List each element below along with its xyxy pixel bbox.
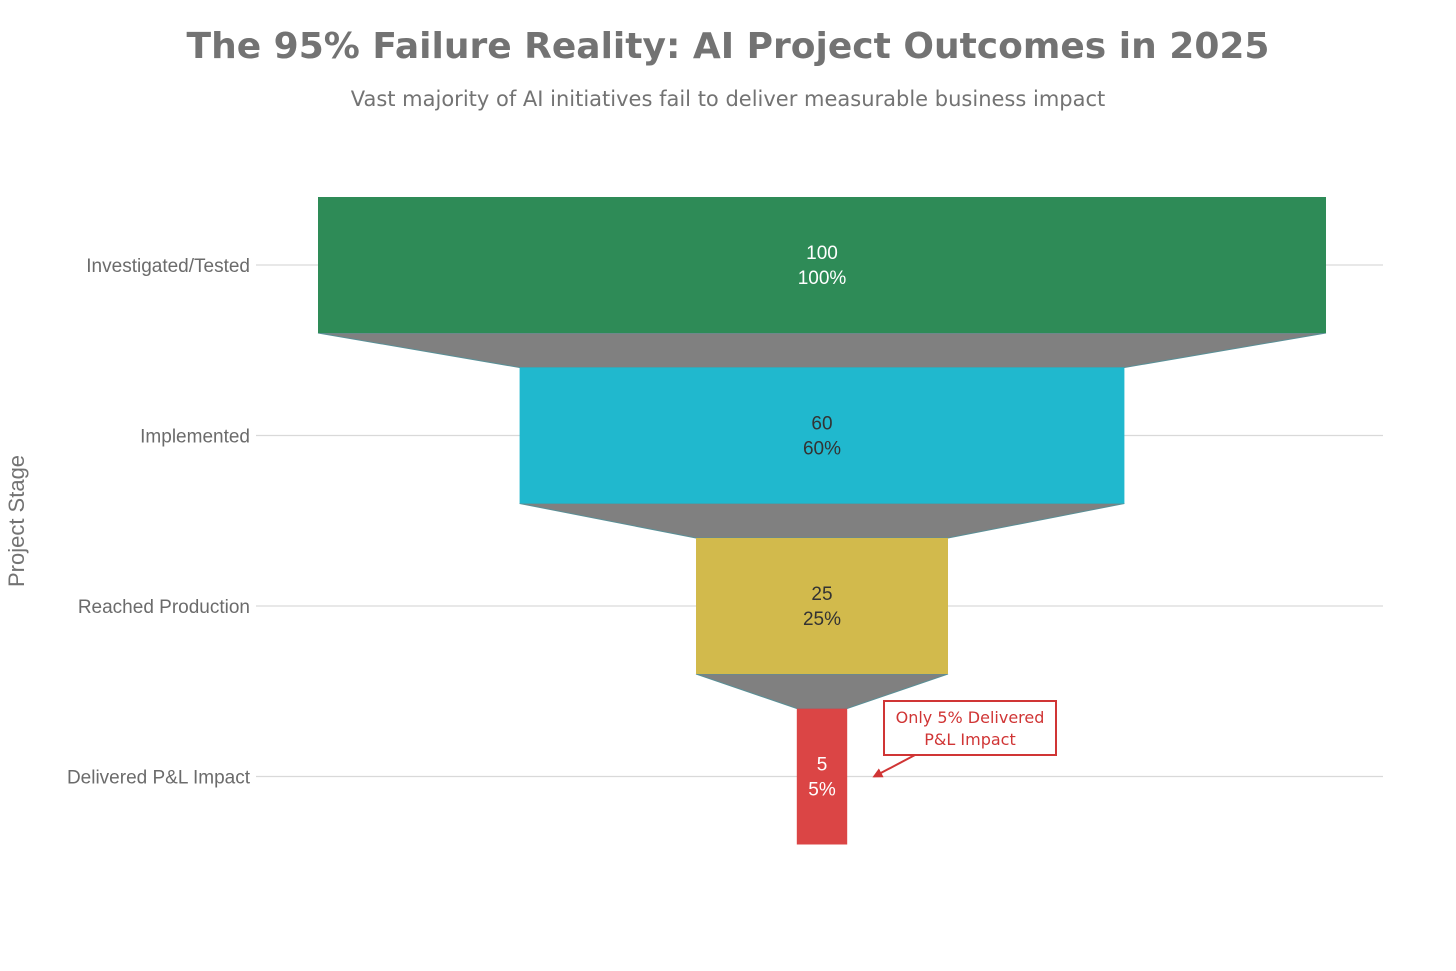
annotation-text: P&L Impact bbox=[924, 730, 1015, 749]
annotation-box bbox=[883, 700, 1057, 756]
funnel-bar bbox=[318, 197, 1326, 333]
funnel-bar bbox=[696, 538, 948, 674]
y-tick-label: Reached Production bbox=[78, 597, 250, 618]
y-tick-label: Implemented bbox=[140, 427, 250, 448]
funnel-connectors bbox=[317, 332, 1327, 709]
funnel-bar bbox=[796, 708, 848, 845]
y-tick-label: Investigated/Tested bbox=[86, 256, 250, 277]
bar-percent-label: 60% bbox=[803, 439, 841, 460]
chart-subtitle: Vast majority of AI initiatives fail to … bbox=[350, 87, 1106, 111]
bar-value-label: 25 bbox=[811, 584, 832, 605]
bar-percent-label: 25% bbox=[803, 609, 841, 630]
funnel-bars bbox=[318, 197, 1326, 845]
chart-title: The 95% Failure Reality: AI Project Outc… bbox=[186, 26, 1270, 67]
y-axis-title: Project Stage bbox=[4, 455, 29, 587]
annotation-text: Only 5% Delivered bbox=[896, 708, 1045, 727]
funnel-connector bbox=[519, 503, 1125, 539]
y-tick-label: Delivered P&L Impact bbox=[67, 768, 251, 789]
annotation: Only 5% Delivered P&L Impact bbox=[872, 700, 1057, 778]
bar-percent-label: 100% bbox=[798, 268, 847, 289]
annotation-arrow bbox=[872, 754, 916, 778]
funnel-bar bbox=[519, 367, 1125, 504]
bar-percent-label: 5% bbox=[808, 780, 836, 801]
bar-value-label: 100 bbox=[806, 243, 838, 264]
funnel-connector bbox=[317, 332, 1327, 368]
bar-value-label: 5 bbox=[817, 755, 828, 776]
funnel-labels: Investigated/Tested 100 100% Implemented 60 6… bbox=[67, 243, 846, 801]
bar-value-label: 60 bbox=[811, 414, 832, 435]
